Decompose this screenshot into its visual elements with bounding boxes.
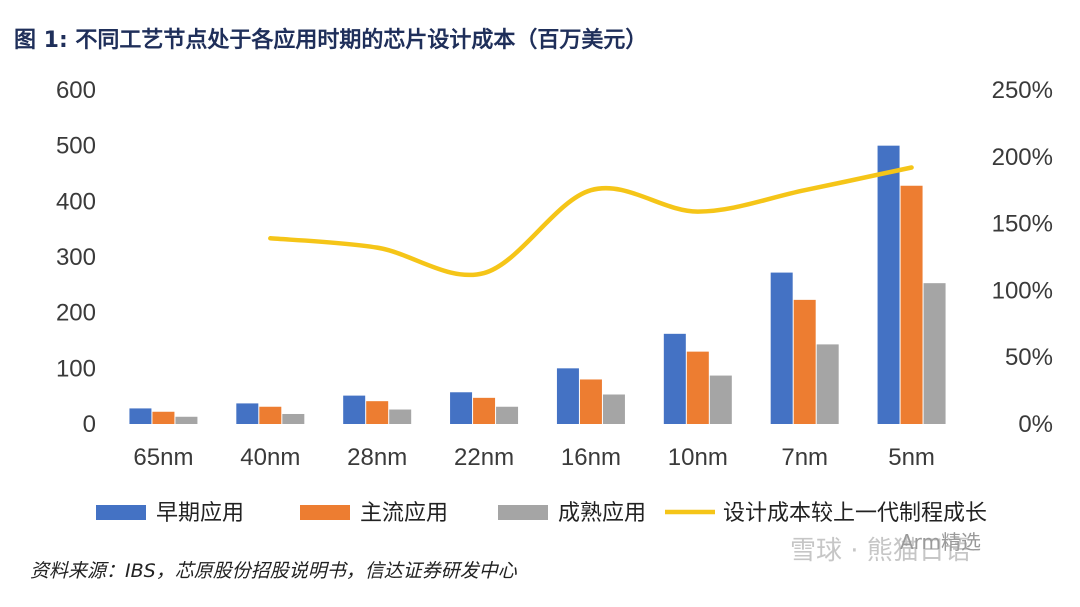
x-tick-label: 7nm: [781, 444, 828, 471]
right-tick-label: 100%: [992, 277, 1053, 304]
bar: [793, 299, 816, 424]
bar: [496, 406, 519, 424]
growth-line: [268, 165, 914, 278]
source-note: 资料来源：IBS，芯原股份招股说明书，信达证券研发中心: [30, 560, 517, 582]
bar: [152, 411, 175, 424]
bar: [450, 392, 473, 424]
left-tick-label: 400: [56, 188, 96, 215]
right-tick-label: 0%: [1018, 411, 1053, 438]
bar: [282, 413, 305, 424]
legend-item: 主流应用: [300, 501, 448, 526]
legend-label: 早期应用: [156, 501, 244, 526]
x-tick-label: 10nm: [668, 444, 728, 471]
legend-swatch: [498, 505, 548, 520]
growth-line-path: [268, 165, 914, 278]
bar: [877, 145, 900, 424]
bar: [663, 333, 686, 424]
legend: 早期应用 主流应用 成熟应用 设计成本较上一代制程成长: [96, 501, 987, 526]
bar: [129, 408, 152, 424]
bar: [175, 416, 198, 424]
x-tick-label: 28nm: [347, 444, 407, 471]
bar: [236, 403, 259, 424]
bars: [129, 145, 946, 424]
left-tick-label: 200: [56, 300, 96, 327]
right-axis: 0% 50% 100% 150% 200% 250%: [992, 77, 1053, 438]
bar: [602, 394, 625, 424]
right-tick-label: 50%: [1005, 344, 1053, 371]
left-tick-label: 600: [56, 77, 96, 104]
bar: [366, 401, 389, 424]
left-axis: 0 100 200 300 400 500 600: [56, 77, 96, 438]
bar: [770, 272, 793, 424]
x-tick-label: 40nm: [240, 444, 300, 471]
legend-swatch: [300, 505, 350, 520]
right-tick-label: 200%: [992, 144, 1053, 171]
left-tick-label: 500: [56, 133, 96, 160]
bar: [473, 397, 496, 424]
legend-item: 成熟应用: [498, 501, 646, 526]
watermark: 雪球 · 熊猫日语: [790, 536, 971, 566]
x-tick-label: 16nm: [561, 444, 621, 471]
left-tick-label: 300: [56, 244, 96, 271]
watermark-account: Arm精选: [900, 530, 982, 554]
x-axis: 65nm 40nm 28nm 22nm 16nm 10nm 7nm 5nm: [133, 444, 934, 471]
bar: [556, 368, 579, 424]
left-tick-label: 0: [83, 411, 96, 438]
bar: [923, 283, 946, 424]
bar: [709, 375, 732, 424]
bar: [900, 185, 923, 424]
bar: [259, 406, 282, 424]
x-tick-label: 22nm: [454, 444, 514, 471]
left-tick-label: 100: [56, 355, 96, 382]
bar: [579, 379, 602, 424]
bar: [343, 395, 366, 424]
bar: [389, 409, 412, 424]
bar: [686, 351, 709, 424]
legend-label: 成熟应用: [558, 501, 646, 526]
x-tick-label: 65nm: [133, 444, 193, 471]
right-tick-label: 150%: [992, 211, 1053, 238]
legend-label: 设计成本较上一代制程成长: [723, 501, 987, 526]
legend-label: 主流应用: [360, 501, 448, 526]
right-tick-label: 250%: [992, 77, 1053, 104]
legend-item: 早期应用: [96, 501, 244, 526]
bar: [816, 344, 839, 424]
legend-swatch: [96, 505, 146, 520]
legend-item: 设计成本较上一代制程成长: [665, 501, 987, 526]
x-tick-label: 5nm: [888, 444, 935, 471]
chart-title: 图 1: 不同工艺节点处于各应用时期的芯片设计成本（百万美元）: [14, 28, 648, 53]
